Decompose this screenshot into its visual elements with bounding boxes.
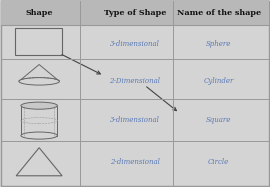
Text: 2-dimensional: 2-dimensional [110, 158, 160, 166]
Text: 3-dimensional: 3-dimensional [110, 40, 160, 48]
Ellipse shape [21, 102, 57, 109]
Ellipse shape [21, 132, 57, 139]
Text: Cylinder: Cylinder [204, 77, 234, 85]
Text: Type of Shape: Type of Shape [104, 9, 166, 17]
Bar [15, 28, 62, 55]
Text: Circle: Circle [208, 158, 229, 166]
Polygon shape [19, 65, 59, 81]
Text: 3-dimensional: 3-dimensional [110, 116, 160, 124]
Bar [21, 106, 57, 136]
Polygon shape [16, 148, 62, 176]
Bar [1, 0, 269, 25]
Text: Sphere: Sphere [206, 40, 231, 48]
Text: Name of the shape: Name of the shape [177, 9, 261, 17]
Text: Shape: Shape [25, 9, 53, 17]
Ellipse shape [19, 78, 59, 85]
Text: 2-Dimensional: 2-Dimensional [110, 77, 160, 85]
Text: Square: Square [206, 116, 231, 124]
